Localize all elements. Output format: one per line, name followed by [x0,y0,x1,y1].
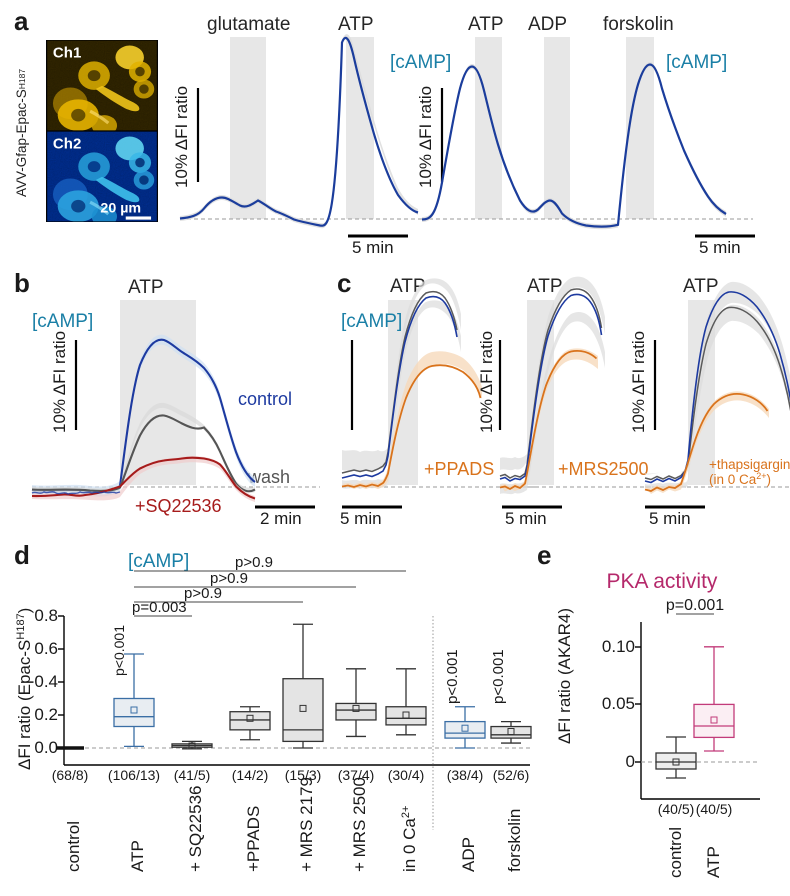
svg-text:control: control [666,827,685,878]
svg-text:+ MRS 2500: + MRS 2500 [350,777,369,872]
svg-text:p<0.001: p<0.001 [111,625,127,676]
svg-text:ATP: ATP [468,14,504,35]
svg-text:(14/2): (14/2) [232,767,269,783]
svg-text:ATP: ATP [128,277,164,298]
svg-text:ATP: ATP [128,840,147,872]
svg-text:(in 0 Ca2+): (in 0 Ca2+) [709,471,771,487]
svg-text:ATP: ATP [527,276,563,297]
svg-text:2 min: 2 min [260,509,302,528]
svg-text:0.10: 0.10 [602,637,635,656]
svg-text:5 min: 5 min [649,509,691,528]
svg-text:[cAMP]: [cAMP] [128,551,189,572]
svg-text:PKA activity: PKA activity [607,570,718,593]
svg-text:p<0.001: p<0.001 [490,649,507,704]
svg-text:forskolin: forskolin [603,14,674,35]
svg-text:ATP: ATP [683,276,719,297]
svg-text:[cAMP]: [cAMP] [666,52,727,73]
svg-text:Ch2: Ch2 [53,135,81,152]
svg-text:10% ΔFI ratio: 10% ΔFI ratio [172,86,191,188]
svg-text:ATP: ATP [338,14,374,35]
svg-text:[cAMP]: [cAMP] [341,311,402,332]
svg-text:0.6: 0.6 [34,639,58,658]
svg-text:Ch1: Ch1 [53,44,81,61]
svg-text:ADP: ADP [528,14,567,35]
svg-text:10% ΔFI ratio: 10% ΔFI ratio [50,331,69,433]
svg-text:in 0 Ca2+: in 0 Ca2+ [400,806,419,872]
svg-text:(106/13): (106/13) [108,767,160,783]
svg-text:ATP: ATP [704,846,723,878]
svg-text:0.4: 0.4 [34,672,58,691]
svg-text:ΔFI ratio (AKAR4): ΔFI ratio (AKAR4) [555,608,574,744]
svg-text:(52/6): (52/6) [493,767,530,783]
svg-text:+ MRS 2179: + MRS 2179 [297,777,316,872]
svg-text:(40/5): (40/5) [658,801,695,817]
svg-text:ΔFI ratio (Epac-SH187): ΔFI ratio (Epac-SH187) [15,608,34,770]
svg-text:5 min: 5 min [340,509,382,528]
svg-text:+thapsigargin: +thapsigargin [709,457,790,472]
svg-text:(68/8): (68/8) [52,767,89,783]
svg-text:(30/4): (30/4) [388,767,425,783]
svg-text:0.2: 0.2 [34,705,58,724]
svg-text:(40/5): (40/5) [696,801,733,817]
svg-text:0.8: 0.8 [34,606,58,625]
svg-text:p=0.001: p=0.001 [666,597,724,614]
svg-text:p=0.003: p=0.003 [132,599,187,616]
svg-text:control: control [64,821,83,872]
svg-text:0.0: 0.0 [34,738,58,757]
svg-text:5 min: 5 min [505,509,547,528]
svg-text:10% ΔFI ratio: 10% ΔFI ratio [416,86,435,188]
svg-text:+SQ22536: +SQ22536 [135,496,222,516]
svg-text:0: 0 [626,752,635,771]
svg-text:20 µm: 20 µm [100,201,141,217]
svg-text:+ SQ22536: + SQ22536 [186,786,205,873]
svg-text:(38/4): (38/4) [447,767,484,783]
svg-text:p>0.9: p>0.9 [235,554,273,571]
svg-text:control: control [238,389,292,409]
svg-text:0.05: 0.05 [602,694,635,713]
svg-text:glutamate: glutamate [207,14,290,35]
svg-text:forskolin: forskolin [505,809,524,872]
svg-text:ADP: ADP [459,837,478,872]
svg-text:10% ΔFI ratio: 10% ΔFI ratio [477,331,496,433]
svg-text:+PPADS: +PPADS [244,806,263,872]
svg-text:(41/5): (41/5) [174,767,211,783]
svg-text:10% ΔFI ratio: 10% ΔFI ratio [629,331,648,433]
svg-text:p<0.001: p<0.001 [444,649,461,704]
svg-text:5 min: 5 min [699,238,741,257]
svg-text:5 min: 5 min [352,238,394,257]
svg-text:[cAMP]: [cAMP] [32,311,93,332]
svg-text:p>0.9: p>0.9 [184,585,222,602]
svg-text:+PPADS: +PPADS [424,459,494,479]
